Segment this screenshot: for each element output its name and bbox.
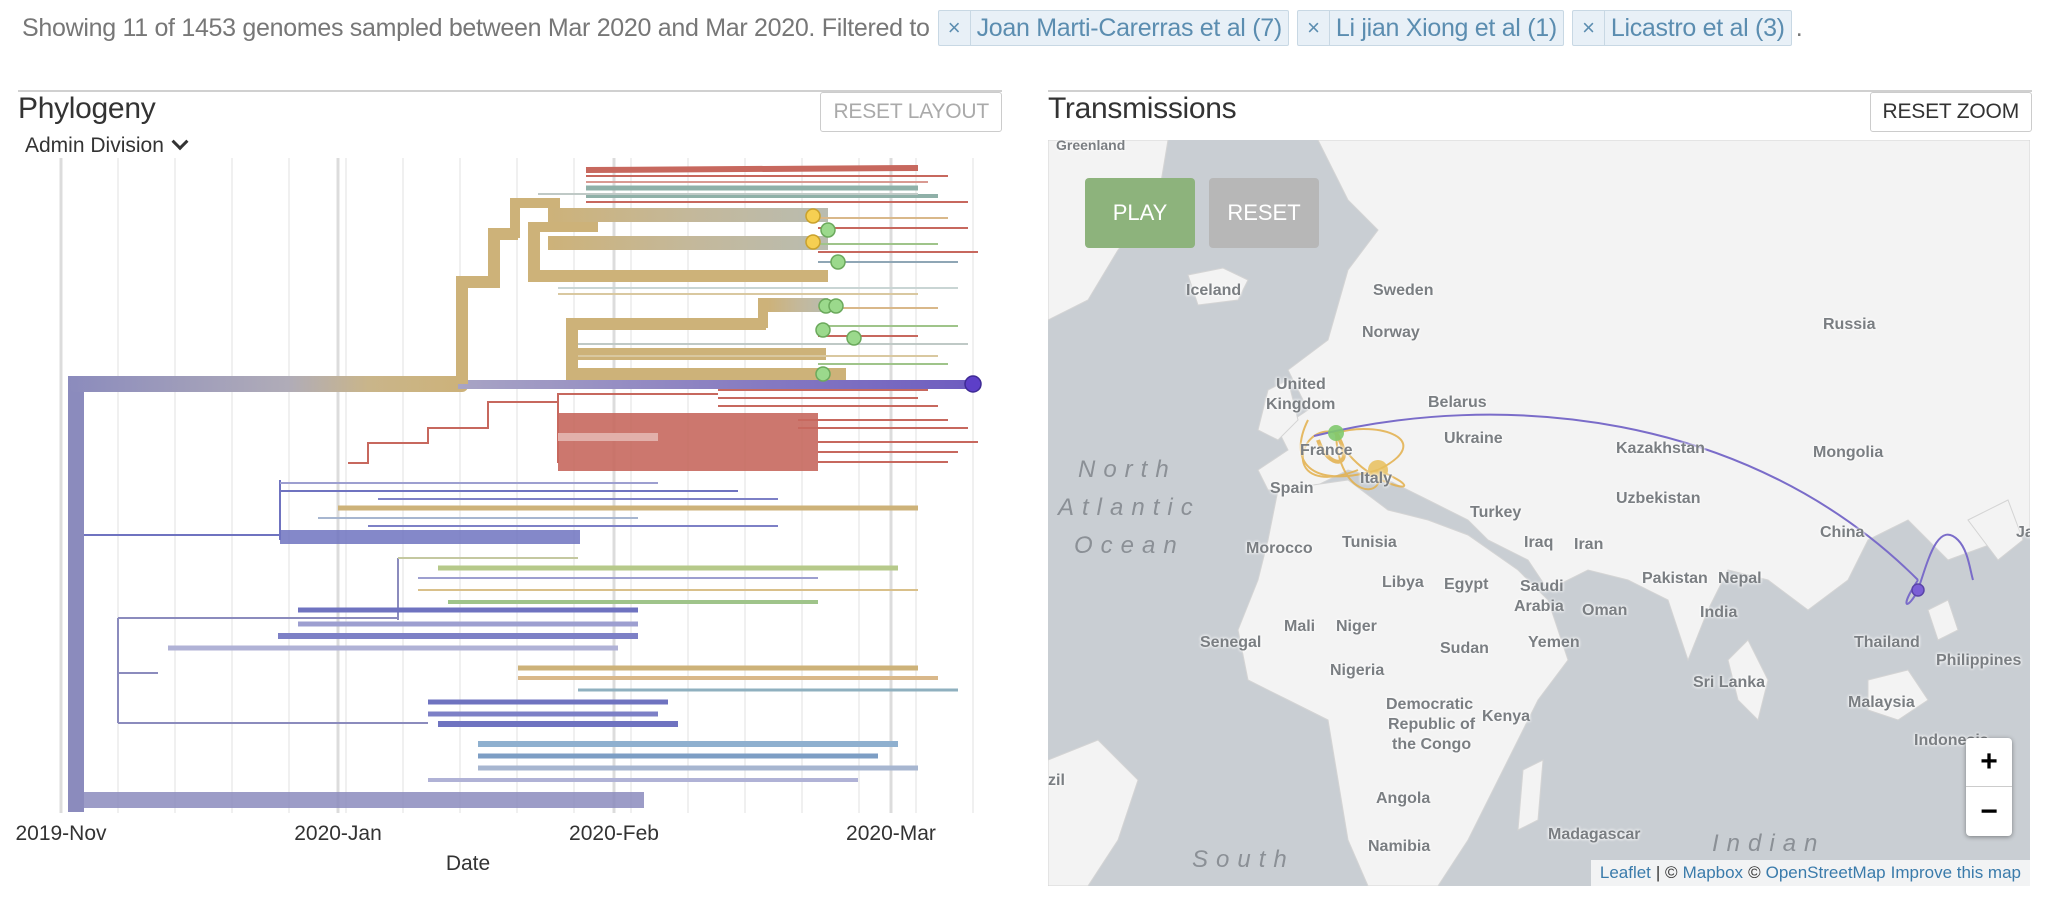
map-label: China (1820, 524, 1865, 541)
map-label: Niger (1336, 618, 1377, 635)
map-label: Saudi (1520, 578, 1564, 595)
map-label: Arabia (1514, 598, 1564, 615)
transmission-map[interactable]: Greenland Iceland Sweden Norway Russia U… (1048, 140, 2030, 886)
transmissions-title: Transmissions (1048, 92, 1237, 125)
panel-divider (18, 90, 1002, 92)
map-label: Iraq (1524, 534, 1554, 551)
map-label: zil (1048, 772, 1065, 789)
map-label: Kazakhstan (1616, 440, 1705, 457)
map-label: the Congo (1392, 736, 1472, 753)
map-label: Angola (1376, 790, 1431, 807)
remove-filter-icon[interactable]: × (939, 11, 971, 45)
zoom-in-button[interactable]: + (1966, 738, 2012, 787)
map-label: Namibia (1368, 838, 1431, 855)
map-label: Mali (1284, 618, 1316, 635)
map-zoom-control: + − (1966, 738, 2012, 836)
reset-layout-button[interactable]: RESET LAYOUT (820, 92, 1002, 132)
map-basemap (1048, 140, 2030, 886)
map-label: Italy (1360, 470, 1393, 487)
reset-zoom-button[interactable]: RESET ZOOM (1869, 92, 2032, 132)
filter-badge-licastro[interactable]: × Licastro et al (3) (1571, 10, 1792, 46)
x-tick: 2020-Jan (294, 822, 382, 845)
filter-badge-marti-carerras[interactable]: × Joan Marti-Carerras et al (7) (937, 10, 1289, 46)
map-label: Kingdom (1266, 396, 1336, 413)
zoom-out-button[interactable]: − (1980, 794, 1998, 828)
ocean-label: Atlantic (1058, 494, 1201, 521)
filter-label: Joan Marti-Carerras et al (7) (976, 13, 1283, 42)
filter-label: Li jian Xiong et al (1) (1335, 13, 1557, 42)
map-label: Pakistan (1642, 570, 1708, 587)
map-label: Jap (2016, 524, 2030, 541)
map-label: Nepal (1718, 570, 1762, 587)
openstreetmap-link[interactable]: OpenStreetMap (1765, 863, 1886, 882)
ocean-label: South (1192, 846, 1295, 873)
summary-period: . (1795, 13, 1803, 42)
map-label: Kenya (1482, 708, 1531, 725)
map-label: Senegal (1200, 634, 1262, 651)
map-label: Morocco (1246, 540, 1313, 557)
map-label: Mongolia (1813, 444, 1884, 461)
map-label: Iceland (1186, 282, 1242, 299)
map-label: Yemen (1528, 634, 1580, 651)
color-by-dropdown[interactable]: Admin Division (25, 133, 189, 158)
remove-filter-icon[interactable]: × (1298, 11, 1330, 45)
leaflet-link[interactable]: Leaflet (1599, 863, 1651, 882)
map-label: Democratic (1386, 696, 1474, 713)
map-label: Greenland (1056, 140, 1126, 153)
x-axis: 2019-Nov 2020-Jan 2020-Feb 2020-Mar Date (15, 822, 1002, 882)
filter-badge-xiong[interactable]: × Li jian Xiong et al (1) (1296, 10, 1564, 46)
map-label: Uzbekistan (1616, 490, 1701, 507)
chevron-down-icon (171, 133, 189, 151)
map-label: Nigeria (1330, 662, 1385, 679)
x-tick: 2020-Mar (846, 822, 936, 845)
attrib-separator: | © (1655, 863, 1678, 882)
play-button[interactable]: PLAY (1085, 178, 1195, 248)
map-label: France (1300, 442, 1353, 459)
map-label: Madagascar (1548, 826, 1641, 843)
summary-line: Showing 11 of 1453 genomes sampled betwe… (22, 8, 1803, 48)
phylogeny-panel: Phylogeny RESET LAYOUT Admin Division (15, 90, 1002, 911)
map-label: Sudan (1440, 640, 1489, 657)
map-label: United (1276, 376, 1326, 393)
phylogeny-title: Phylogeny (18, 92, 156, 125)
map-label: Tunisia (1342, 534, 1397, 551)
map-label: Libya (1382, 574, 1424, 591)
map-label: Philippines (1936, 652, 2022, 669)
map-label: Malaysia (1848, 694, 1915, 711)
panel-divider (1048, 90, 2032, 92)
map-label: Republic of (1388, 716, 1476, 733)
map-label: Sri Lanka (1693, 674, 1766, 691)
remove-filter-icon[interactable]: × (1573, 11, 1605, 45)
map-label: Egypt (1444, 576, 1489, 593)
map-label: Norway (1362, 324, 1420, 341)
filter-label: Licastro et al (3) (1610, 13, 1785, 42)
map-attribution: Leaflet | © Mapbox © OpenStreetMap Impro… (1590, 860, 2030, 886)
map-label: Russia (1823, 316, 1876, 333)
improve-map-link[interactable]: Improve this map (1890, 863, 2021, 882)
map-label: India (1700, 604, 1738, 621)
reset-animation-button[interactable]: RESET (1209, 178, 1319, 248)
map-label: Thailand (1854, 634, 1920, 651)
ocean-label: North (1078, 456, 1177, 483)
attrib-copyright: © (1748, 863, 1761, 882)
x-tick: 2019-Nov (15, 822, 107, 845)
phylogeny-tree[interactable] (18, 158, 1002, 818)
mapbox-link[interactable]: Mapbox (1682, 863, 1744, 882)
x-tick: 2020-Feb (569, 822, 659, 845)
map-label: Spain (1270, 480, 1314, 497)
transmissions-panel: Transmissions RESET ZOOM (1048, 90, 2032, 911)
map-label: Ukraine (1444, 430, 1503, 447)
ocean-label: Indian (1712, 830, 1826, 857)
map-label: Sweden (1373, 282, 1434, 299)
x-axis-label: Date (445, 852, 491, 875)
map-label: Turkey (1470, 504, 1522, 521)
map-label: Oman (1582, 602, 1628, 619)
summary-text: Showing 11 of 1453 genomes sampled betwe… (22, 13, 930, 42)
color-by-label: Admin Division (25, 134, 164, 157)
ocean-label: Ocean (1074, 532, 1185, 559)
map-label: Belarus (1428, 394, 1487, 411)
map-label: Iran (1574, 536, 1604, 553)
